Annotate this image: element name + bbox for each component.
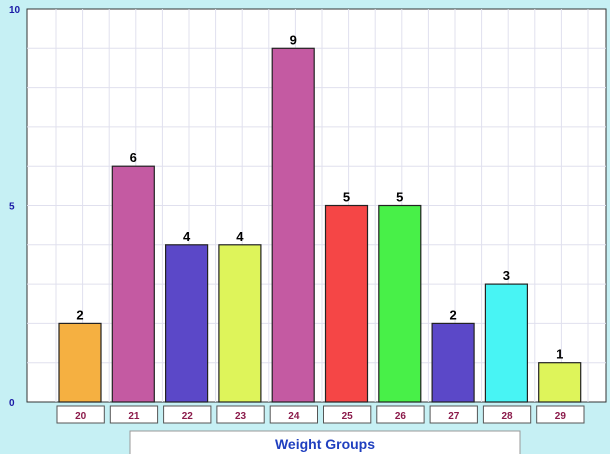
x-tick-box [269, 405, 319, 424]
x-tick-label: 23 [235, 411, 247, 422]
x-tick-box [429, 405, 478, 424]
x-axis-ticks: 20 21 22 23 24 25 26 27 28 29 [56, 405, 585, 424]
x-tick-box [323, 405, 372, 424]
bar [378, 204, 422, 403]
bar-value-label: 4 [183, 229, 191, 244]
x-tick-box [109, 405, 159, 424]
bar-value-label: 3 [503, 268, 510, 283]
y-axis-ticks: 0 5 10 [9, 5, 21, 409]
bar [271, 47, 315, 403]
bar [484, 283, 528, 403]
bar [111, 165, 155, 403]
y-tick-label: 5 [9, 202, 15, 213]
bar [218, 244, 262, 403]
bar [165, 244, 209, 403]
bar-value-label: 1 [556, 347, 563, 362]
x-tick-label: 25 [342, 411, 354, 422]
x-tick-label: 21 [128, 411, 140, 422]
x-tick-label: 27 [448, 411, 460, 422]
bar-value-label: 2 [76, 307, 83, 322]
bar-value-label: 4 [236, 229, 244, 244]
x-tick-label: 26 [395, 411, 407, 422]
x-axis-title-box [129, 430, 521, 454]
bar-value-label: 2 [449, 307, 456, 322]
x-tick-box [216, 405, 265, 424]
bar [58, 322, 102, 403]
bar-value-label: 5 [396, 190, 403, 205]
bar-value-label: 9 [290, 32, 297, 47]
x-tick-box [376, 405, 425, 424]
bar-value-label: 6 [130, 150, 137, 165]
x-tick-label: 29 [555, 411, 567, 422]
x-tick-box [482, 405, 532, 424]
x-tick-box [536, 405, 585, 424]
x-tick-box [163, 405, 212, 424]
value-labels: 2 6 4 4 9 5 5 2 3 1 [76, 32, 563, 361]
bar-series [58, 47, 582, 403]
bar [431, 322, 475, 403]
x-tick-label: 20 [75, 411, 87, 422]
x-tick-label: 22 [182, 411, 194, 422]
bar-value-label: 5 [343, 190, 350, 205]
x-tick-label: 24 [288, 411, 300, 422]
x-tick-box [56, 405, 105, 424]
y-tick-label: 10 [9, 5, 21, 16]
x-tick-label: 28 [501, 411, 513, 422]
bar [538, 362, 582, 403]
y-tick-label: 0 [9, 398, 15, 409]
bar [324, 204, 369, 403]
x-axis-title: Weight Groups [275, 436, 375, 452]
